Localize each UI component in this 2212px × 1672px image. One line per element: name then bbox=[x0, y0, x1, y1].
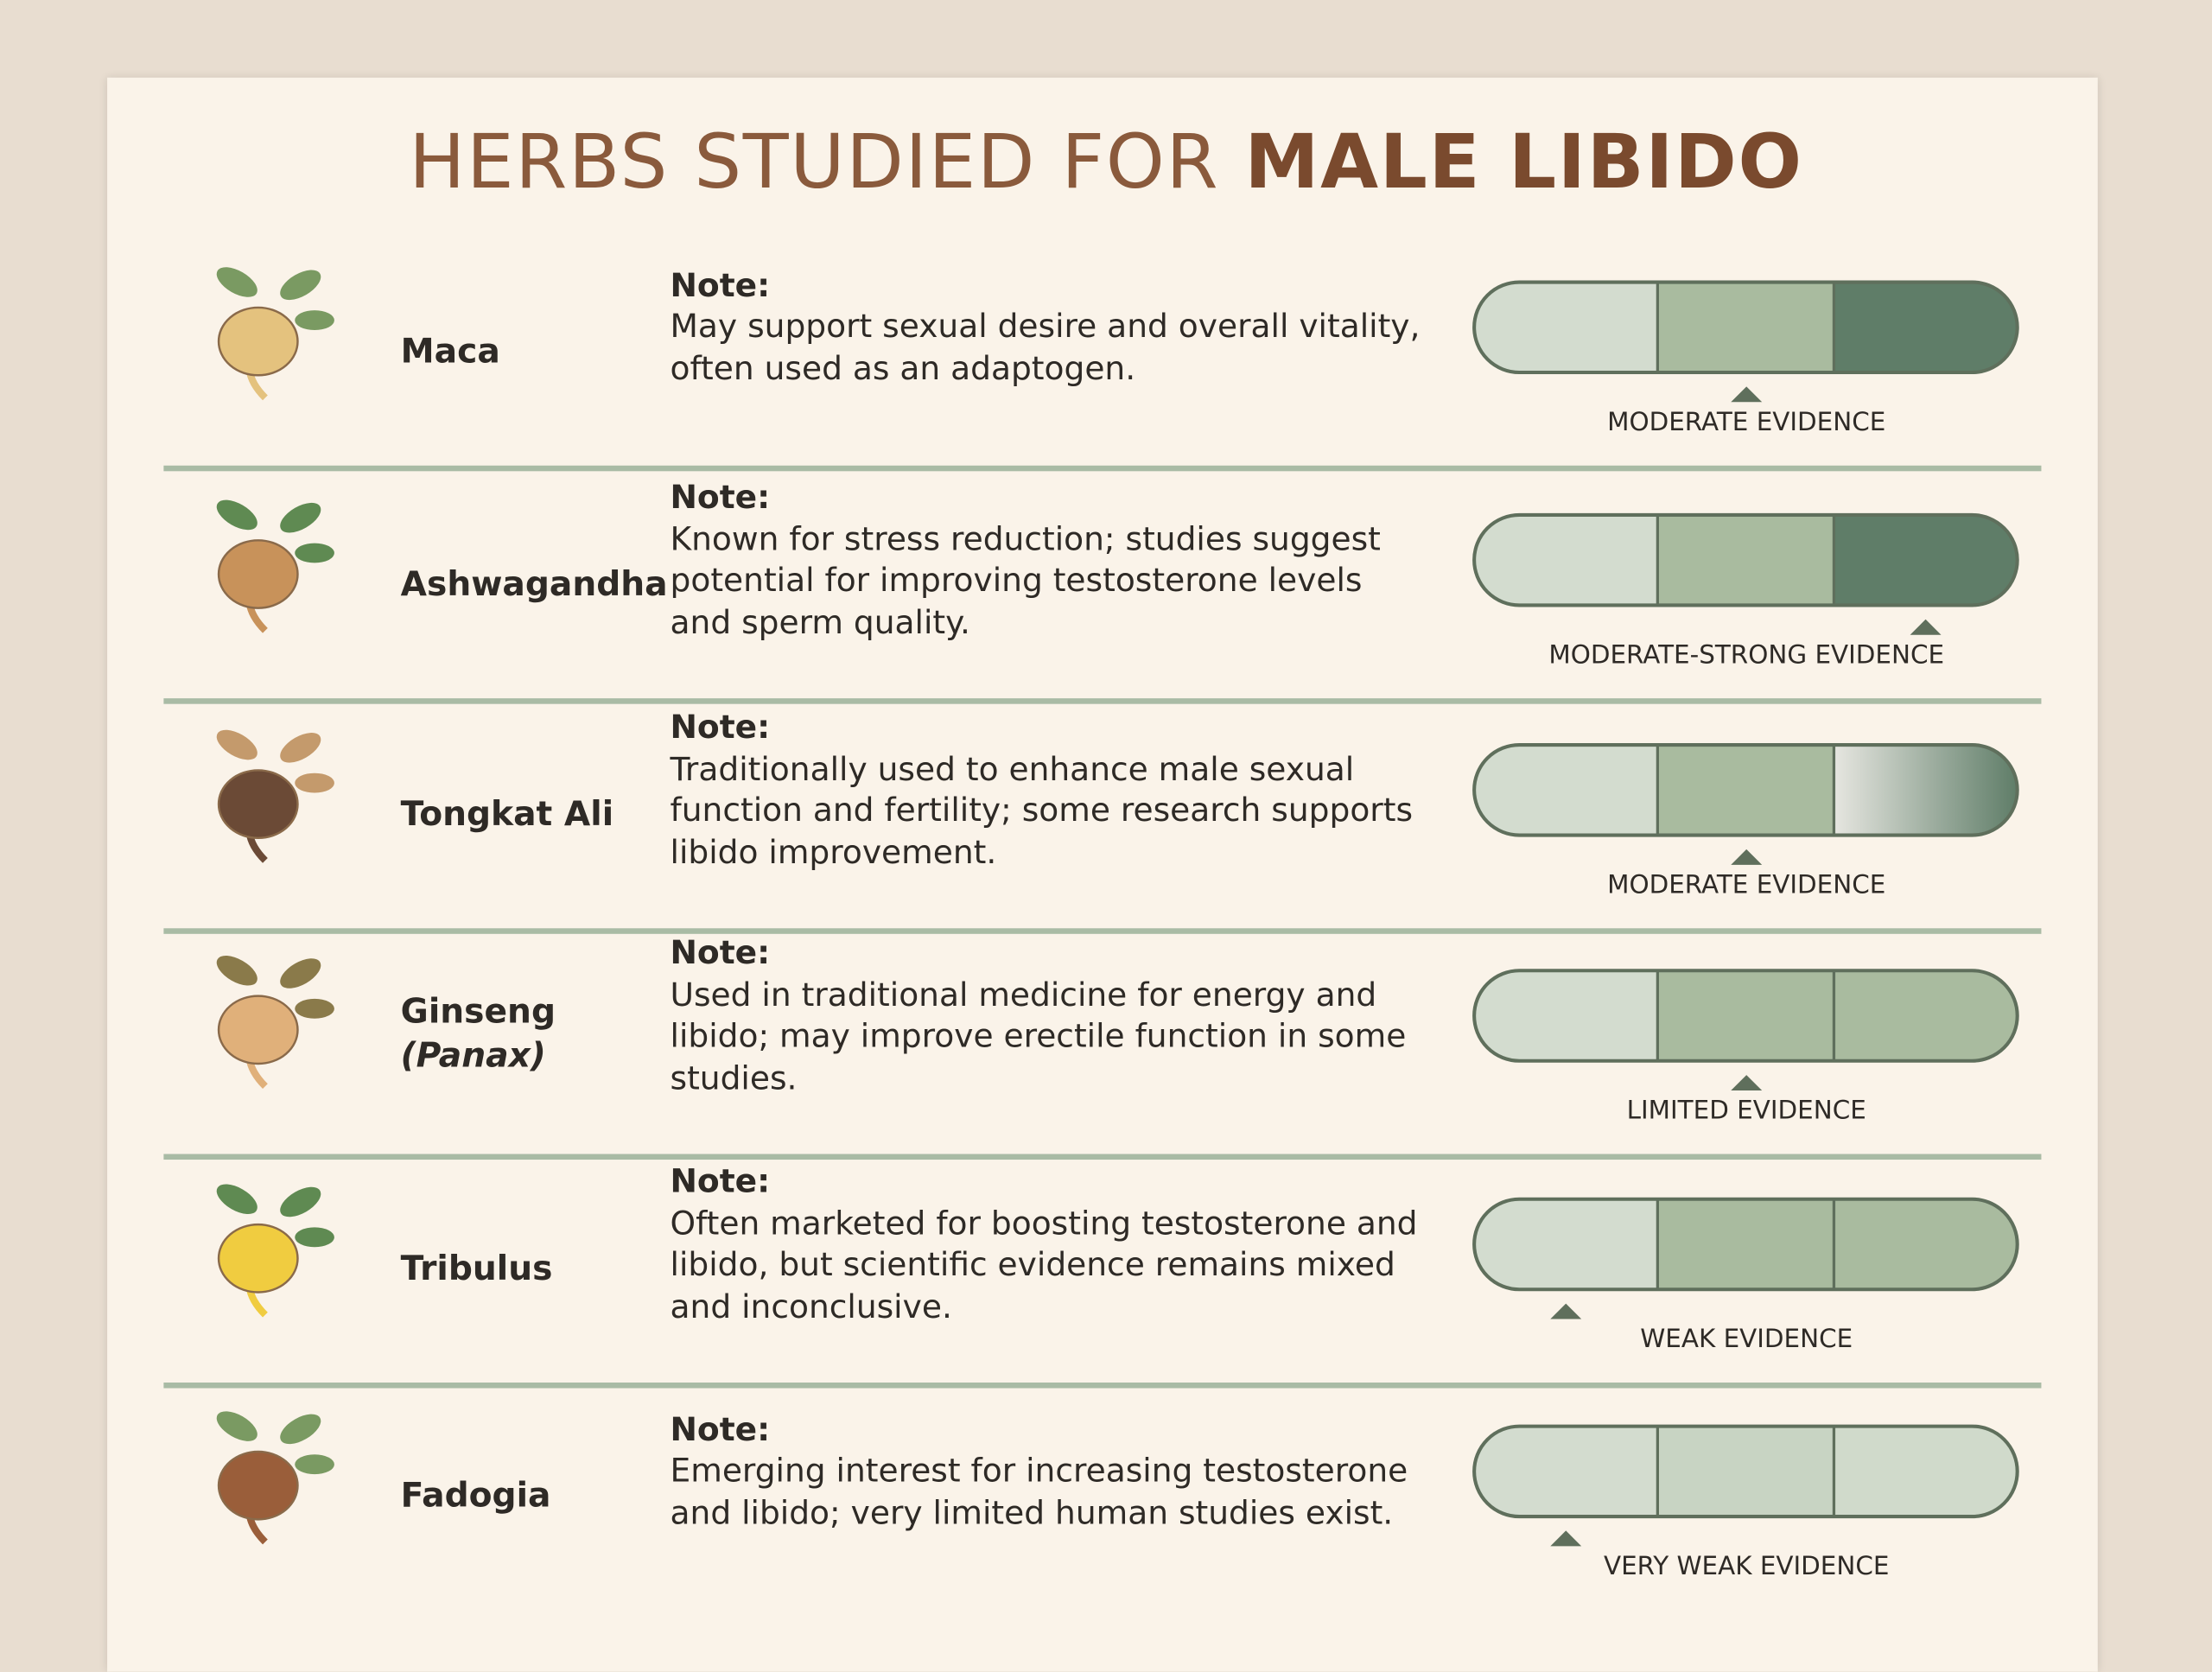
note-line: Often marketed for boosting testosterone… bbox=[670, 1205, 1418, 1243]
note-label: Note: bbox=[670, 935, 771, 972]
note: Note: May support sexual desire and overa… bbox=[671, 266, 1421, 391]
note-label: Note: bbox=[670, 709, 771, 747]
evidence-bar bbox=[1472, 742, 2019, 865]
herb-icon bbox=[216, 729, 334, 863]
herb-icon bbox=[216, 267, 334, 401]
herb-name: Tongkat Ali bbox=[400, 794, 614, 834]
note-line: Emerging interest for increasing testost… bbox=[670, 1453, 1408, 1491]
note: Note: Known for stress reduction; studies… bbox=[671, 478, 1381, 645]
note: Note: Used in traditional medicine for en… bbox=[671, 934, 1407, 1101]
evidence-bar bbox=[1472, 512, 2019, 635]
note-label: Note: bbox=[670, 267, 771, 305]
note: Note: Traditionally used to enhance male … bbox=[671, 709, 1414, 875]
note-line: libido; may improve erectile function in… bbox=[670, 1018, 1407, 1056]
note: Note: Often marketed for boosting testost… bbox=[671, 1162, 1418, 1329]
herb-name: Ashwagandha bbox=[400, 564, 668, 604]
herb-name: Fadogia bbox=[400, 1475, 551, 1516]
herb-icon bbox=[216, 1184, 334, 1318]
note-line: libido, but scientific evidence remains … bbox=[670, 1247, 1395, 1284]
evidence-bar bbox=[1472, 280, 2019, 403]
note-line: studies. bbox=[670, 1059, 798, 1097]
note: Note: Emerging interest for increasing te… bbox=[671, 1410, 1408, 1535]
herb-icon bbox=[216, 499, 334, 633]
row-separator bbox=[163, 465, 2042, 472]
herb-icon bbox=[216, 1411, 334, 1545]
herb-name: Maca bbox=[400, 331, 500, 372]
row-separator bbox=[163, 1154, 2042, 1160]
note-line: Traditionally used to enhance male sexua… bbox=[670, 751, 1355, 788]
note-label: Note: bbox=[670, 1411, 771, 1449]
evidence-label: LIMITED EVIDENCE bbox=[1626, 1096, 1866, 1126]
evidence-bar bbox=[1472, 1424, 2019, 1547]
evidence-label: MODERATE-STRONG EVIDENCE bbox=[1548, 640, 1945, 671]
title-prefix: HERBS STUDIED FOR bbox=[409, 119, 1220, 207]
herb-icon bbox=[216, 955, 334, 1090]
evidence-label: VERY WEAK EVIDENCE bbox=[1603, 1551, 1890, 1582]
evidence-label: MODERATE EVIDENCE bbox=[1607, 407, 1886, 438]
note-line: May support sexual desire and overall vi… bbox=[670, 308, 1421, 346]
evidence-label: WEAK EVIDENCE bbox=[1640, 1325, 1853, 1355]
herb-name: Ginseng bbox=[400, 991, 556, 1032]
note-line: potential for improving testosterone lev… bbox=[670, 563, 1363, 600]
note-label: Note: bbox=[670, 1163, 771, 1201]
evidence-bar bbox=[1472, 969, 2019, 1091]
note-line: often used as an adaptogen. bbox=[670, 351, 1136, 388]
note-label: Note: bbox=[670, 480, 771, 517]
row-separator bbox=[163, 1382, 2042, 1389]
evidence-bar bbox=[1472, 1197, 2019, 1319]
note-line: and libido; very limited human studies e… bbox=[670, 1495, 1394, 1532]
note-line: and sperm quality. bbox=[670, 604, 970, 642]
note-line: Known for stress reduction; studies sugg… bbox=[670, 521, 1381, 558]
herb-latin: (Panax) bbox=[400, 1035, 546, 1076]
title: HERBS STUDIED FOR MALE LIBIDO bbox=[0, 120, 2212, 207]
herb-name: Tribulus bbox=[400, 1248, 553, 1288]
evidence-label: MODERATE EVIDENCE bbox=[1607, 870, 1886, 900]
note-line: Used in traditional medicine for energy … bbox=[670, 976, 1377, 1014]
row-separator bbox=[163, 928, 2042, 934]
row-separator bbox=[163, 698, 2042, 704]
note-line: function and fertility; some research su… bbox=[670, 792, 1414, 830]
note-line: libido improvement. bbox=[670, 834, 997, 872]
note-line: and inconclusive. bbox=[670, 1288, 952, 1326]
title-emphasis: MALE LIBIDO bbox=[1244, 119, 1803, 207]
